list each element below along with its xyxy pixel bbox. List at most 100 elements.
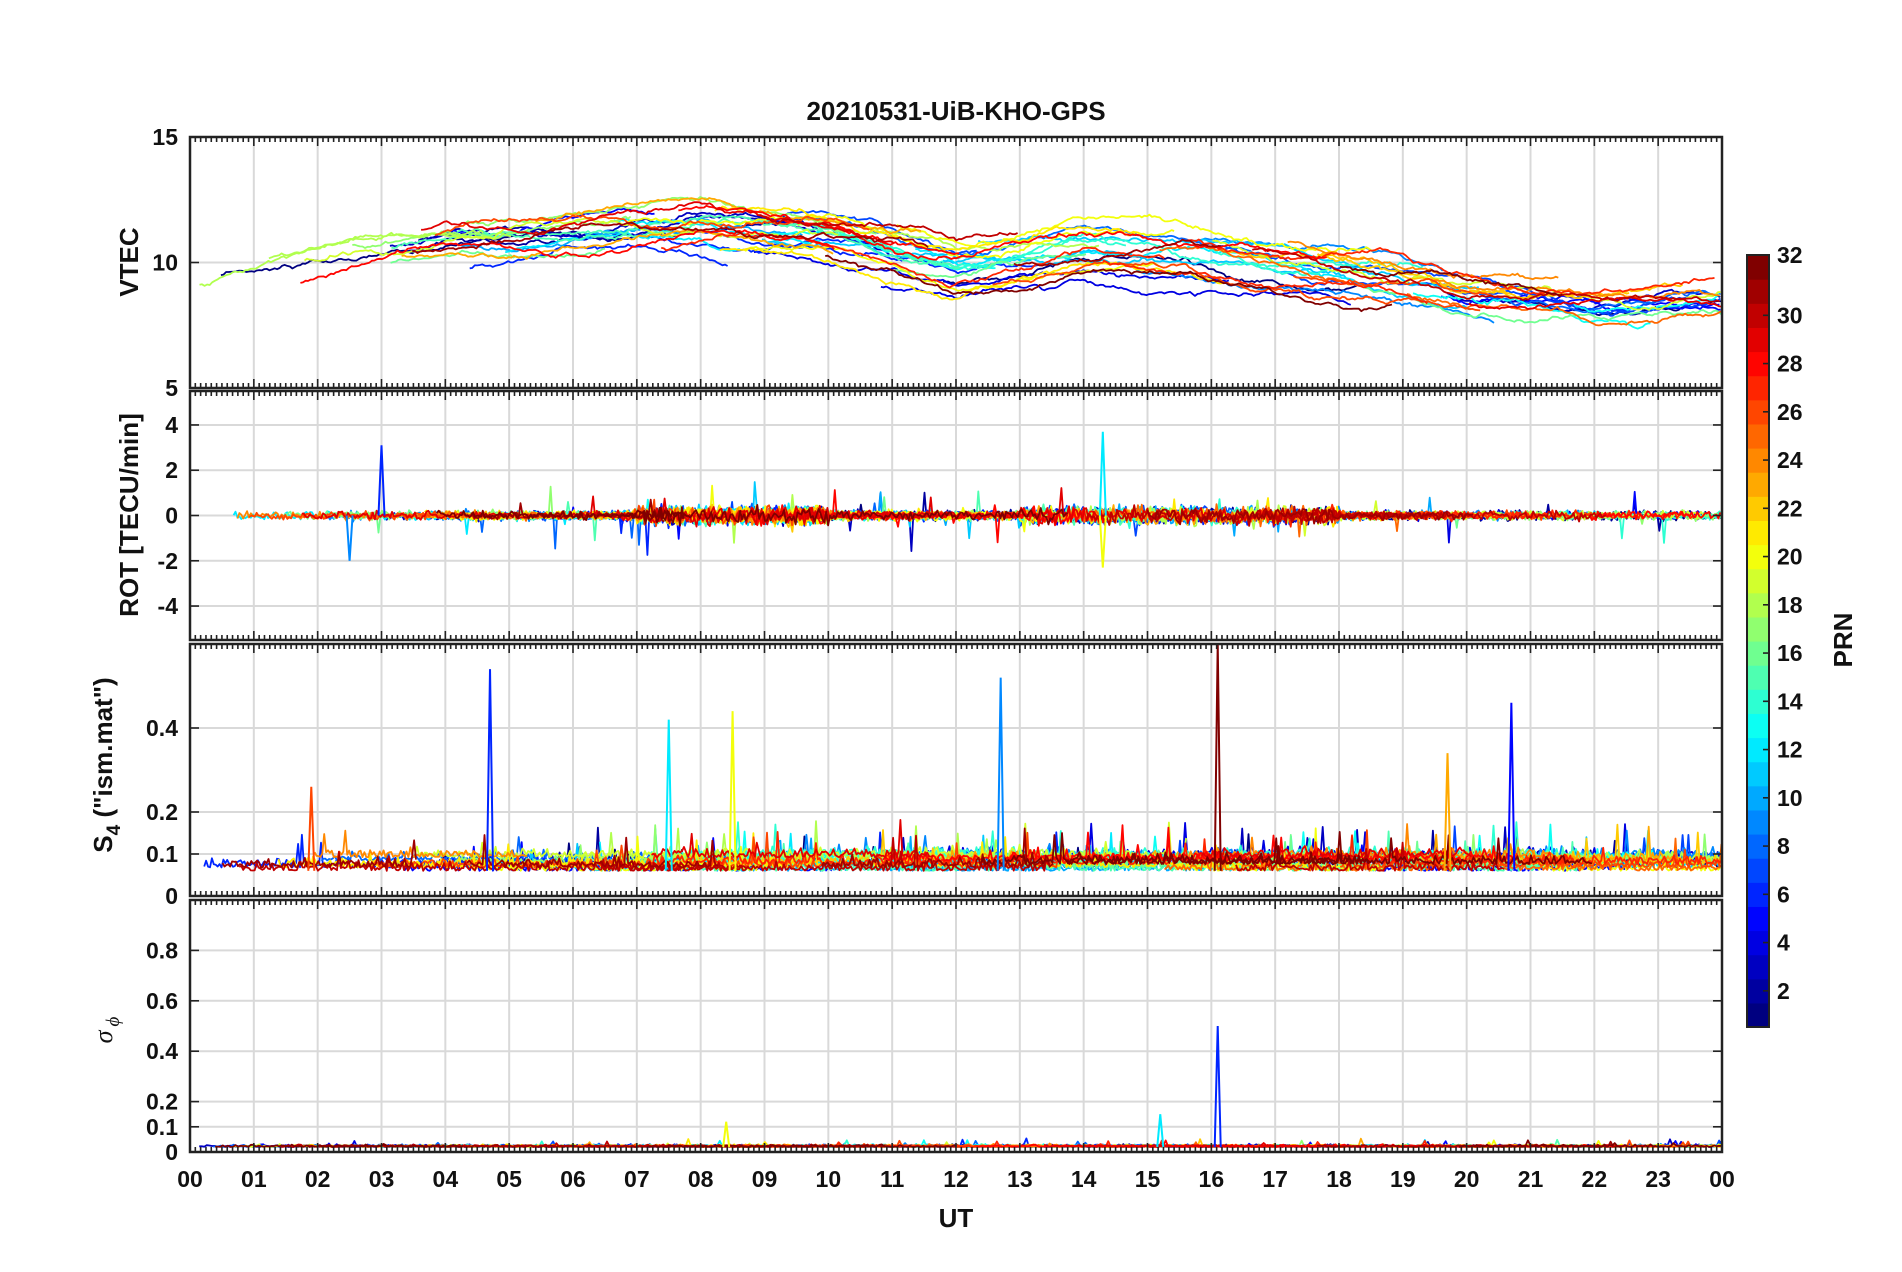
spike-mark bbox=[1098, 431, 1107, 516]
colorbar-segment bbox=[1747, 496, 1769, 521]
spike-mark bbox=[1213, 644, 1222, 871]
x-tick-label: 17 bbox=[1262, 1166, 1288, 1192]
colorbar-segment bbox=[1747, 255, 1769, 280]
x-tick-label: 06 bbox=[560, 1166, 586, 1192]
y-tick-label: -2 bbox=[158, 548, 178, 574]
x-tick-label: 22 bbox=[1582, 1166, 1608, 1192]
colorbar-segment bbox=[1747, 520, 1769, 546]
prn-trace bbox=[1412, 292, 1651, 330]
spike-mark bbox=[486, 669, 495, 871]
y-tick-label: 0.1 bbox=[146, 841, 178, 867]
colorbar-segment bbox=[1747, 399, 1769, 425]
x-tick-label: 01 bbox=[241, 1166, 267, 1192]
x-tick-label: 19 bbox=[1390, 1166, 1416, 1192]
x-tick-label: 12 bbox=[943, 1166, 969, 1192]
colorbar-tick-label: 20 bbox=[1777, 544, 1803, 570]
y-tick-label: 0 bbox=[165, 1139, 178, 1165]
colorbar-segment bbox=[1747, 279, 1769, 304]
spike-mark bbox=[1507, 702, 1516, 871]
x-tick-label: 07 bbox=[624, 1166, 650, 1192]
colorbar-segment bbox=[1747, 713, 1769, 739]
colorbar-tick-label: 16 bbox=[1777, 640, 1803, 666]
prn-trace bbox=[660, 232, 1165, 289]
colorbar-segment bbox=[1747, 592, 1769, 618]
spike-mark bbox=[307, 786, 316, 871]
colorbar-segment bbox=[1747, 351, 1769, 377]
prn-trace bbox=[759, 215, 1018, 242]
prn-trace bbox=[300, 229, 835, 284]
x-tick-label: 21 bbox=[1518, 1166, 1544, 1192]
prn-trace bbox=[1339, 266, 1563, 297]
prn-trace bbox=[466, 834, 719, 869]
prn-trace bbox=[896, 213, 1377, 253]
prn-trace bbox=[977, 235, 1480, 293]
colorbar-tick-label: 10 bbox=[1777, 785, 1803, 811]
prn-trace bbox=[1292, 275, 1503, 299]
spike-mark bbox=[1156, 1114, 1165, 1148]
s4-panel: 0 0.1 0.2 0.4 bbox=[146, 642, 1724, 909]
colorbar-tick-label: 4 bbox=[1777, 930, 1790, 956]
series-group bbox=[232, 431, 1722, 568]
series-group bbox=[199, 196, 1722, 330]
vtec-ylabel: VTEC bbox=[114, 227, 144, 297]
spike-mark bbox=[1098, 515, 1107, 568]
prn-trace bbox=[678, 204, 960, 255]
vtec-panel: 5 10 15 bbox=[152, 124, 1724, 401]
colorbar-tick-label: 14 bbox=[1777, 688, 1803, 714]
rot-ylabel: ROT [TECU/min] bbox=[114, 413, 144, 617]
colorbar-segment bbox=[1747, 375, 1769, 401]
colorbar-segment bbox=[1747, 303, 1769, 328]
spike-mark bbox=[1213, 1025, 1222, 1147]
prn-trace bbox=[1159, 245, 1372, 287]
colorbar-segment bbox=[1747, 737, 1769, 763]
colorbar-tick-label: 32 bbox=[1777, 242, 1803, 268]
sigma-phi-panel: 00.10.2 0.4 0.6 0.8 bbox=[146, 898, 1724, 1165]
y-tick-label: 0.2 bbox=[146, 799, 178, 825]
prn-trace bbox=[199, 232, 512, 287]
spike-mark bbox=[664, 719, 673, 871]
prn-trace bbox=[391, 214, 926, 262]
colorbar-tick-label: 8 bbox=[1777, 833, 1790, 859]
spike-mark bbox=[1443, 753, 1452, 871]
y-tick-label: 5 bbox=[165, 375, 178, 401]
series-group bbox=[199, 1025, 1722, 1148]
colorbar-segment bbox=[1747, 568, 1769, 594]
colorbar-tick-label: 6 bbox=[1777, 881, 1790, 907]
series-group bbox=[203, 644, 1722, 872]
sigma-phi-ylabel: σϕ bbox=[89, 1017, 124, 1044]
spike-mark bbox=[345, 515, 354, 561]
prn-trace bbox=[352, 215, 632, 249]
x-tick-label: 03 bbox=[369, 1166, 395, 1192]
prn-trace bbox=[894, 253, 1087, 278]
colorbar-segment bbox=[1747, 761, 1769, 787]
y-tick-label: 0.6 bbox=[146, 988, 178, 1014]
y-tick-label: 0.4 bbox=[146, 1038, 178, 1064]
x-tick-label: 08 bbox=[688, 1166, 714, 1192]
prn-trace bbox=[1066, 834, 1593, 865]
prn-trace bbox=[719, 247, 1224, 301]
y-tick-label: 10 bbox=[152, 250, 178, 276]
x-tick-label: 20 bbox=[1454, 1166, 1480, 1192]
prn-trace bbox=[651, 819, 934, 859]
y-tick-label: 0 bbox=[165, 503, 178, 529]
colorbar-label: PRN bbox=[1828, 613, 1858, 668]
colorbar-segment bbox=[1747, 616, 1769, 642]
colorbar-tick-label: 18 bbox=[1777, 592, 1803, 618]
s4-ylabel: S4 ("ism.mat") bbox=[88, 677, 125, 852]
prn-trace bbox=[1146, 507, 1474, 526]
colorbar-segment bbox=[1747, 544, 1769, 570]
spike-mark bbox=[728, 711, 737, 871]
prn-trace bbox=[215, 1143, 464, 1148]
x-tick-label: 11 bbox=[880, 1166, 905, 1192]
prn-trace bbox=[820, 827, 1054, 869]
x-tick-label: 05 bbox=[496, 1166, 522, 1192]
prn-trace bbox=[469, 243, 729, 270]
colorbar-segment bbox=[1747, 882, 1769, 907]
colorbar-segment bbox=[1747, 641, 1769, 666]
prn-trace bbox=[616, 504, 1069, 527]
prn-trace bbox=[825, 254, 1393, 313]
prn-trace bbox=[313, 829, 528, 859]
x-tick-label: 14 bbox=[1071, 1166, 1097, 1192]
colorbar-tick-label: 30 bbox=[1777, 302, 1803, 328]
